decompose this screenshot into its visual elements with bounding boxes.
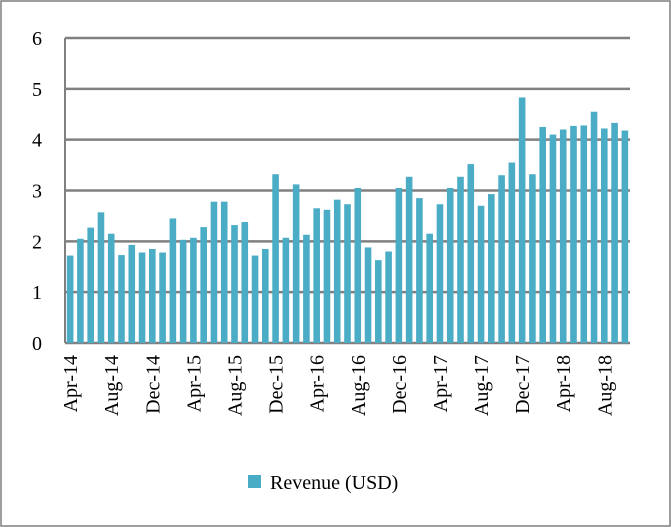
x-tick-label: Apr-18 <box>553 355 575 412</box>
bar <box>601 128 608 343</box>
y-tick-label: 2 <box>32 231 42 253</box>
bar <box>169 218 177 343</box>
x-tick-label: Aug-14 <box>101 355 123 416</box>
bar <box>251 255 259 343</box>
bar <box>457 176 464 343</box>
bar <box>611 122 618 344</box>
bar <box>590 111 598 343</box>
y-tick-label: 6 <box>32 28 42 50</box>
bar <box>303 234 310 343</box>
bar <box>467 164 475 343</box>
x-tick-label: Dec-17 <box>512 355 534 414</box>
bar <box>323 209 331 343</box>
bar <box>508 162 516 343</box>
bar <box>138 252 146 343</box>
bar <box>395 187 403 343</box>
bar <box>354 187 362 343</box>
bar <box>477 205 485 343</box>
bar <box>549 134 557 343</box>
y-tick-label: 3 <box>32 181 42 203</box>
x-tick-label: Aug-18 <box>594 355 616 416</box>
bar <box>128 244 136 343</box>
x-tick-label: Apr-15 <box>183 355 205 412</box>
bar <box>529 174 536 343</box>
bar <box>231 225 238 343</box>
bar <box>179 239 187 343</box>
bar <box>87 227 94 343</box>
bar <box>416 198 423 343</box>
bar <box>220 201 228 343</box>
bar <box>385 251 392 343</box>
bar <box>375 260 382 343</box>
bar <box>405 176 413 343</box>
bar <box>426 233 433 343</box>
bar <box>149 248 156 343</box>
y-tick-label: 0 <box>32 333 42 355</box>
bar <box>313 208 320 343</box>
bar <box>364 247 372 343</box>
bar <box>570 125 577 343</box>
bar <box>272 174 279 343</box>
x-tick-label: Apr-16 <box>307 355 329 412</box>
bar <box>498 175 505 343</box>
bar <box>333 199 341 343</box>
bar <box>262 248 269 343</box>
bar <box>241 222 249 343</box>
bar <box>107 233 115 343</box>
bar <box>190 237 197 343</box>
x-tick-label: Dec-16 <box>389 355 411 414</box>
bar <box>488 194 495 343</box>
y-tick-label: 1 <box>32 282 42 304</box>
bar <box>66 255 74 343</box>
bar <box>518 97 526 343</box>
bar <box>621 130 629 343</box>
y-tick-label: 5 <box>32 79 42 101</box>
x-tick-label: Aug-16 <box>348 355 370 416</box>
bar <box>97 212 105 343</box>
legend-label: Revenue (USD) <box>270 472 398 494</box>
bar <box>200 227 207 343</box>
bar <box>344 204 351 343</box>
bar <box>446 187 454 343</box>
legend-swatch <box>248 475 261 488</box>
bar <box>118 255 125 343</box>
y-tick-label: 4 <box>32 130 42 152</box>
x-tick-label: Aug-15 <box>225 355 247 416</box>
x-tick-label: Aug-17 <box>471 355 493 416</box>
bar <box>292 184 300 343</box>
bar <box>436 204 444 343</box>
bar <box>580 125 588 343</box>
bar <box>77 238 84 343</box>
bar <box>539 126 546 343</box>
bar <box>559 129 567 343</box>
x-tick-label: Dec-15 <box>266 355 288 414</box>
x-tick-label: Dec-14 <box>142 355 164 414</box>
x-tick-label: Apr-14 <box>60 355 82 412</box>
x-tick-label: Apr-17 <box>430 355 452 412</box>
bar <box>282 237 290 343</box>
bar <box>210 201 218 343</box>
bar <box>159 252 166 343</box>
